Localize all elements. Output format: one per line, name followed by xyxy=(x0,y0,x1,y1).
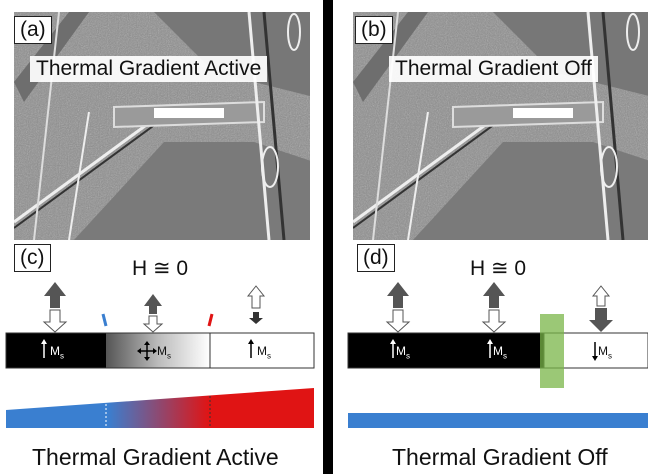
four-way-arrow-icon xyxy=(137,341,157,361)
panel-divider xyxy=(323,0,333,474)
caption-left: Thermal Gradient Active xyxy=(32,444,279,470)
domain-label-d3: Ms xyxy=(598,344,612,361)
field-label-c: H ≅ 0 xyxy=(132,257,189,280)
panel-label-b: (b) xyxy=(355,16,393,44)
domain-label-d1: Ms xyxy=(396,344,410,361)
schematic-d xyxy=(347,282,648,428)
up-arrow-icon xyxy=(142,294,164,333)
domain-label-c1: Ms xyxy=(50,344,64,361)
domain-reversed xyxy=(209,332,315,369)
micrograph-b xyxy=(353,12,648,240)
micrograph-a xyxy=(14,12,310,240)
panel-label-c: (c) xyxy=(14,244,51,272)
domain-magnetized xyxy=(6,333,106,368)
domain-transition xyxy=(106,333,210,368)
micrograph-title-a: Thermal Gradient Active xyxy=(30,56,268,82)
schematic-c xyxy=(5,282,315,428)
down-arrow-icon xyxy=(246,285,266,324)
domain-label-c2: Ms xyxy=(157,344,171,361)
domain-label-d2: Ms xyxy=(493,344,507,361)
cold-wall-marker xyxy=(101,313,108,327)
caption-right: Thermal Gradient Off xyxy=(392,444,608,470)
down-arrow-icon xyxy=(589,285,613,332)
domain-label-c3: Ms xyxy=(257,344,271,361)
panel-label-d: (d) xyxy=(357,244,395,272)
micrograph-image-a xyxy=(14,12,310,240)
micrograph-image-b xyxy=(353,12,648,240)
panel-label-a: (a) xyxy=(14,16,52,44)
domain-magnetized xyxy=(348,333,544,368)
temperature-gradient xyxy=(6,388,314,428)
hot-wall-marker xyxy=(207,313,214,327)
uniform-temperature-bar xyxy=(348,413,648,428)
domain-wall-highlight xyxy=(540,314,564,388)
up-arrow-icon xyxy=(481,282,507,333)
up-arrow-icon xyxy=(385,282,411,333)
up-arrow-icon xyxy=(42,282,68,333)
field-label-d: H ≅ 0 xyxy=(470,257,527,280)
micrograph-title-b: Thermal Gradient Off xyxy=(389,56,598,82)
